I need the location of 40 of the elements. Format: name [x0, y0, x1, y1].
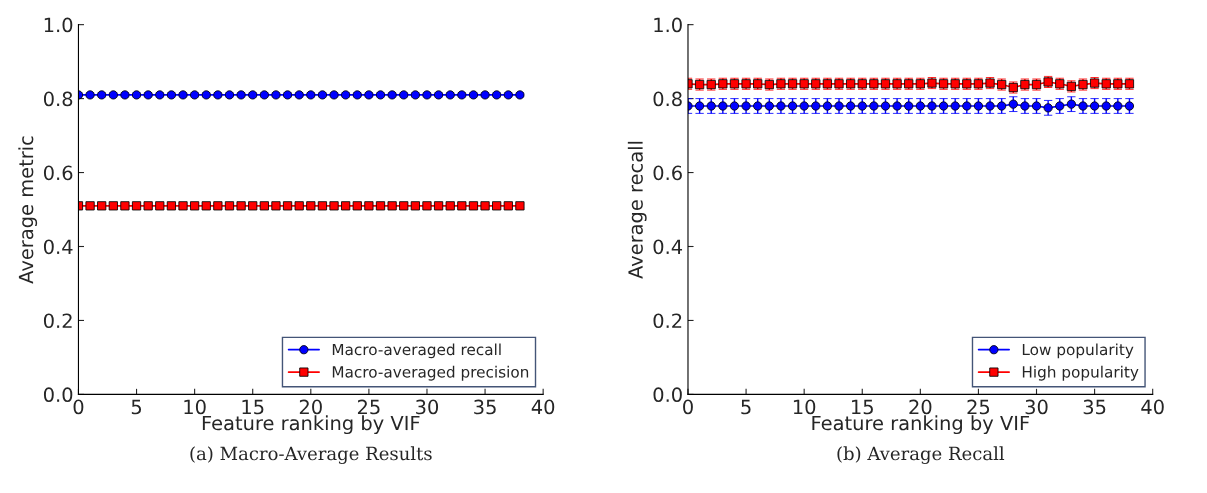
legend-label: Macro-averaged precision [332, 365, 529, 381]
x-tick-label: 0 [73, 399, 84, 415]
x-tick-label: 35 [1083, 399, 1106, 415]
x-tick-label: 40 [531, 399, 555, 415]
y-tick-label: 0.6 [653, 165, 682, 181]
x-tick-label: 15 [852, 399, 873, 415]
x-tick-label: 15 [242, 399, 264, 415]
x-tick-label: 25 [967, 399, 990, 415]
x-tick-label: 25 [357, 399, 380, 415]
y-tick-label: 1.0 [44, 17, 73, 33]
x-tick-label: 35 [474, 399, 496, 415]
x-tick-label: 30 [1025, 399, 1048, 415]
y-tick-label: 0.0 [653, 387, 682, 403]
x-tick-label: 10 [184, 399, 206, 415]
y-tick-label: 0.4 [653, 239, 683, 255]
x-tick-label: 5 [741, 399, 751, 415]
x-tick-label: 40 [1141, 399, 1164, 415]
x-tick-label: 30 [416, 399, 439, 415]
legend-label: Low popularity [1022, 343, 1134, 359]
x-tick-label: 10 [793, 399, 816, 415]
y-tick-label: 0.4 [43, 239, 73, 255]
x-axis-title: Feature ranking by VIF [812, 415, 1030, 435]
y-tick-label: 0.8 [43, 91, 73, 107]
x-tick-label: 5 [131, 399, 142, 415]
y-tick-label: 1.0 [654, 17, 682, 33]
legend-label: High popularity [1022, 365, 1139, 381]
y-tick-label: 0.6 [43, 165, 73, 181]
x-axis-title: Feature ranking by VIF [202, 415, 420, 435]
text: (a) Macro-Average Results [190, 446, 432, 465]
y-axis-title: Average recall [627, 141, 647, 279]
x-tick-label: 20 [299, 399, 322, 415]
y-tick-label: 0.8 [653, 91, 682, 107]
x-tick-label: 20 [909, 399, 932, 415]
y-tick-label: 0.2 [43, 313, 72, 329]
legend-label: Macro-averaged recall [332, 343, 501, 359]
y-tick-label: 0.2 [653, 313, 682, 329]
y-axis-title: Average metric [18, 136, 38, 284]
text: (b) Average Recall [837, 446, 1005, 465]
y-tick-label: 0.0 [43, 387, 73, 403]
x-tick-label: 0 [683, 399, 693, 415]
